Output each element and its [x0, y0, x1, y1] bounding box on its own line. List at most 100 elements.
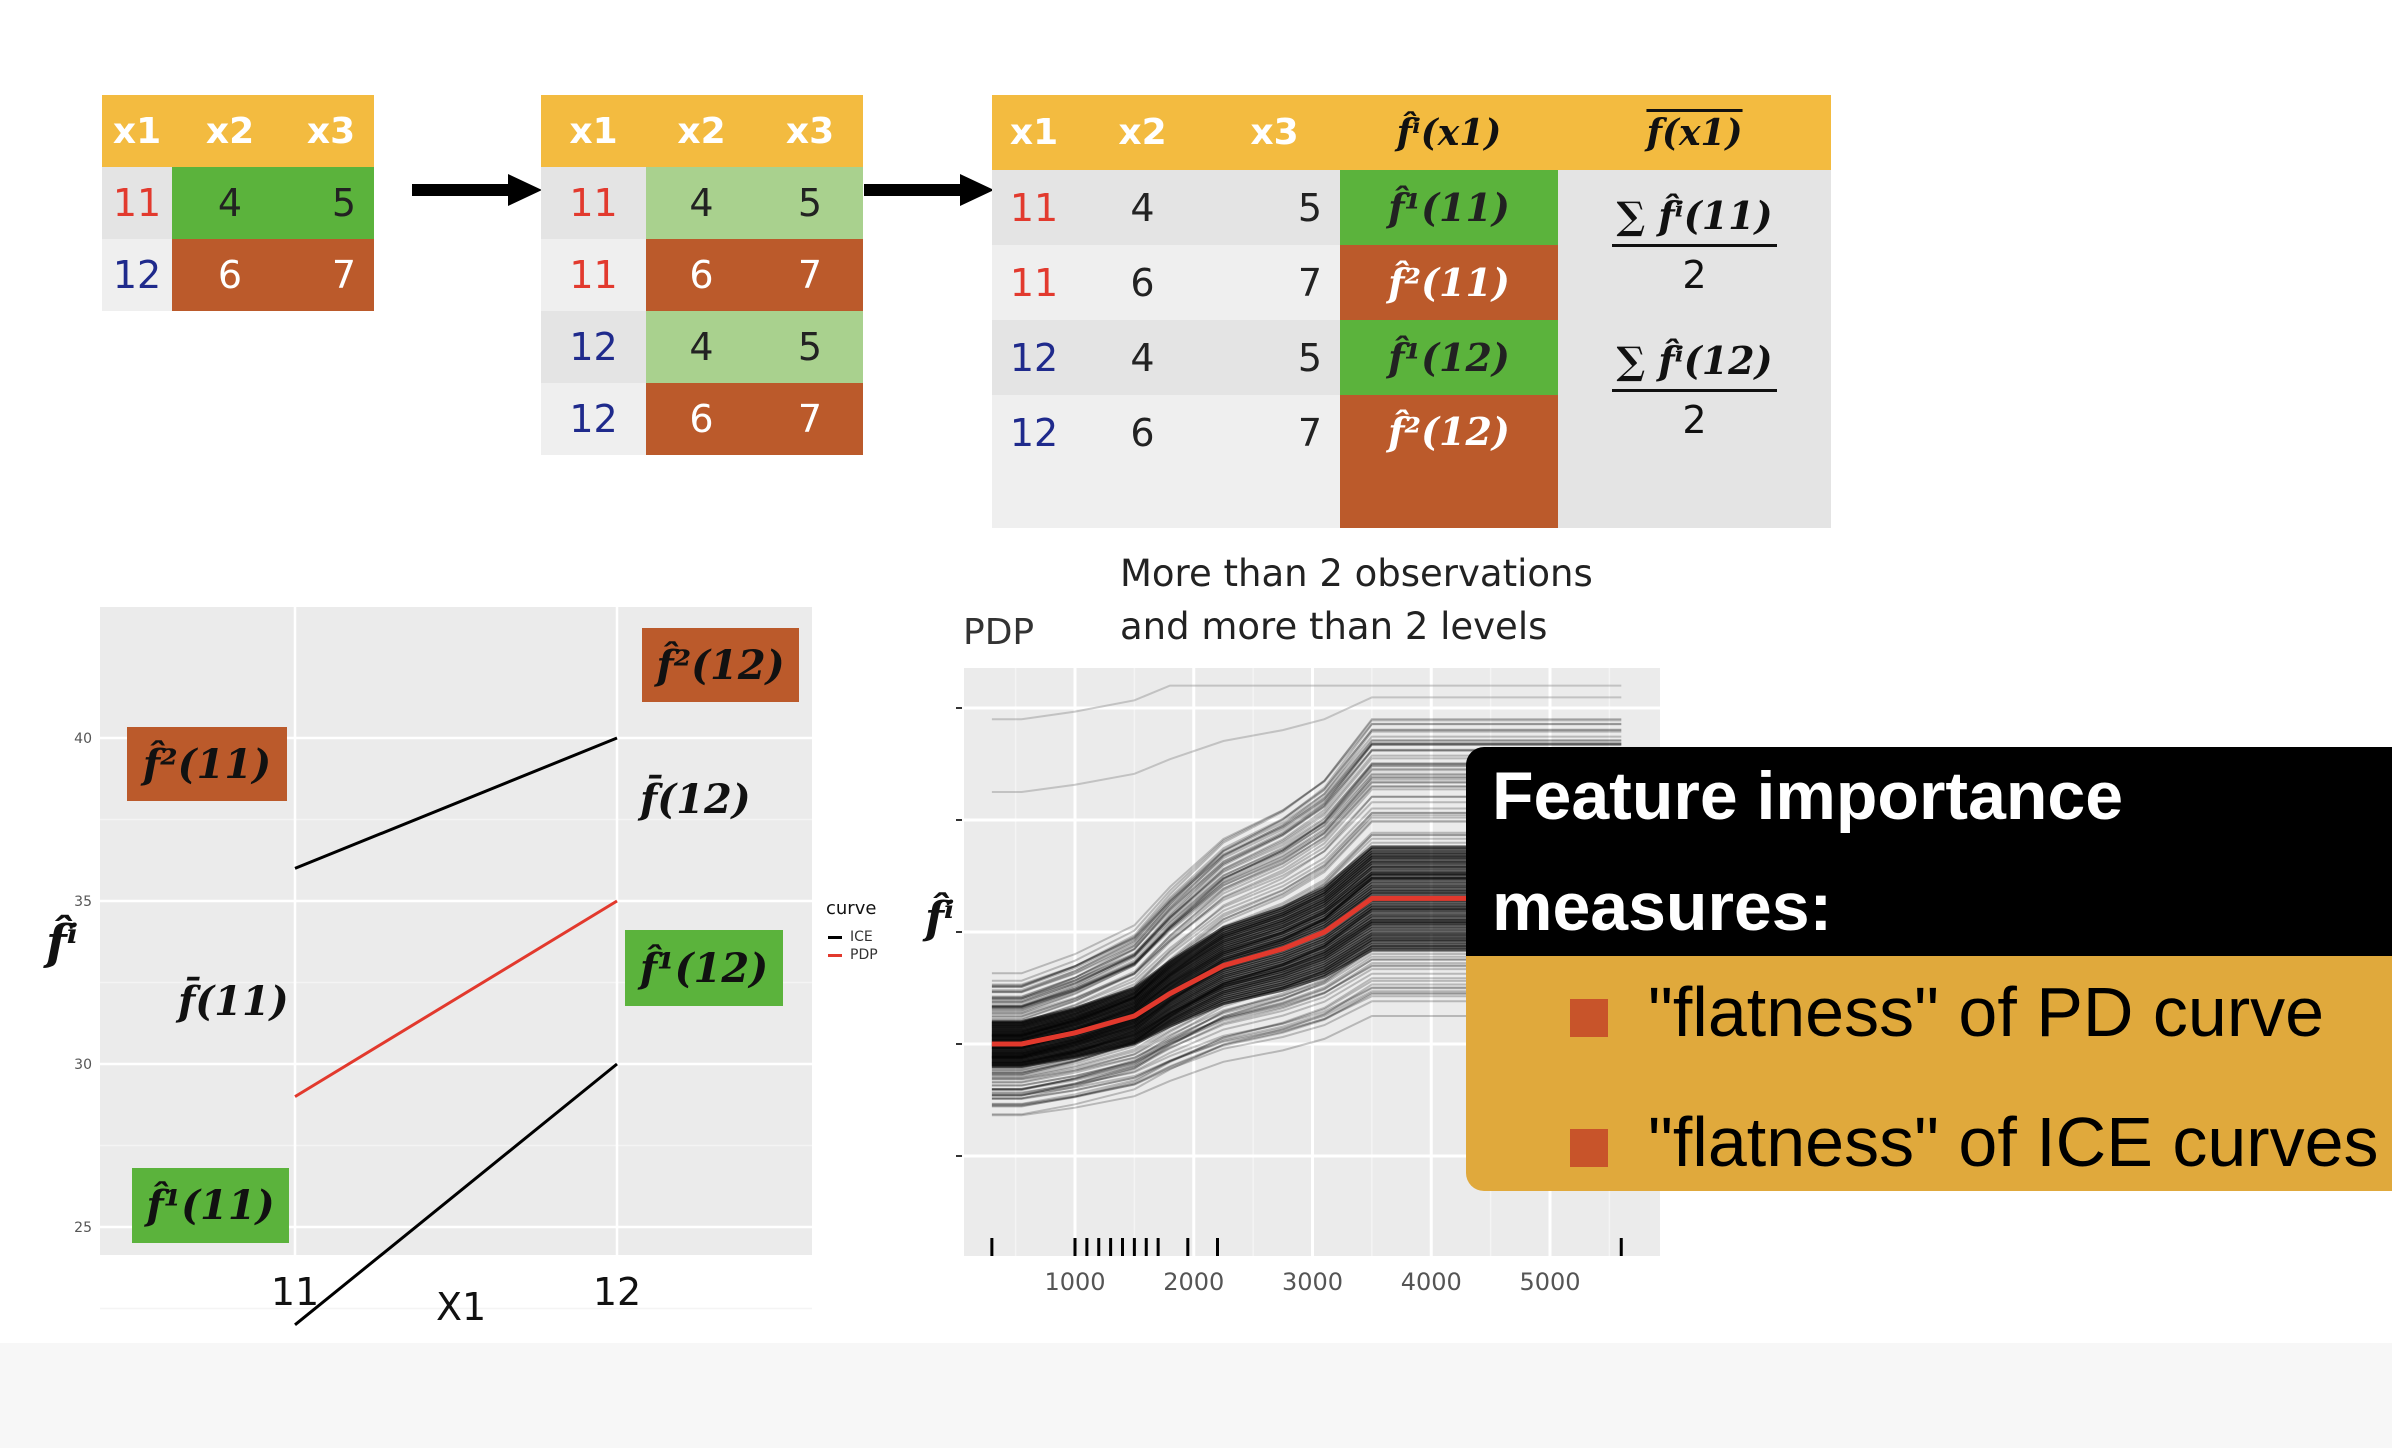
- input-table: x1 x2 x3 11 4 5 12 6 7: [102, 95, 374, 311]
- ice-curve: [991, 684, 1622, 721]
- ice-line: [294, 1062, 618, 1326]
- cell: 6: [1076, 245, 1209, 320]
- ice-curve: [991, 742, 1622, 993]
- ice-curve: [991, 735, 1622, 987]
- cell: 5: [1209, 170, 1340, 245]
- bullet-square-icon: [1570, 1129, 1608, 1167]
- x-tick-label: 12: [593, 1270, 641, 1314]
- ice-curve: [991, 749, 1622, 1008]
- ice-curve: [991, 749, 1622, 994]
- pdp-y-axis-label: f̂ⁱ: [925, 893, 955, 944]
- header-x2: x2: [1076, 95, 1209, 170]
- header-x1: x1: [102, 95, 172, 167]
- overlay-title-line1: Feature importance: [1492, 758, 2124, 834]
- cell: 5: [757, 167, 863, 239]
- cell: 12: [992, 395, 1076, 470]
- cell: 7: [288, 239, 374, 311]
- cell: 12: [541, 383, 646, 455]
- ice-curve: [991, 718, 1622, 988]
- legend-title: curve: [826, 898, 877, 919]
- cell: 4: [646, 167, 757, 239]
- average-denominator: 2: [1682, 253, 1707, 297]
- table-padding: [992, 470, 1340, 528]
- x-tick-label: 5000: [1519, 1268, 1580, 1296]
- overlay-bullet-2: "flatness" of ICE curves: [1648, 1103, 2379, 1181]
- header-x1: x1: [992, 95, 1076, 170]
- cell: 11: [102, 167, 172, 239]
- pdp-annotation-line1: More than 2 observations: [1120, 552, 1593, 595]
- legend-item-ice: ICE: [828, 929, 873, 945]
- cell: 4: [1076, 320, 1209, 395]
- average-cell: ∑ f̂ⁱ(12) 2: [1558, 320, 1831, 528]
- cell: 7: [1209, 245, 1340, 320]
- legend-item-pdp: PDP: [828, 947, 878, 963]
- ice-curve: [991, 743, 1622, 1008]
- x-tick-label: 1000: [1044, 1268, 1105, 1296]
- bullet-square-icon: [1570, 999, 1608, 1037]
- ice-curve: [991, 696, 1622, 793]
- cell: 4: [646, 311, 757, 383]
- ice-curve: [991, 743, 1622, 986]
- y-tick-label: 35: [74, 894, 92, 910]
- pdp-line: [294, 899, 618, 1098]
- overlay-bullet-1: "flatness" of PD curve: [1648, 973, 2325, 1051]
- pdp-title: PDP: [963, 612, 1035, 653]
- overlay-title-panel: [1466, 747, 2392, 960]
- y-tick-label: 30: [74, 1057, 92, 1073]
- cell: 12: [541, 311, 646, 383]
- ice-curve: [991, 723, 1622, 1000]
- ice-label-fbar-12: f̄(12): [640, 776, 751, 823]
- x-tick-label: 11: [271, 1270, 319, 1314]
- header-ice-prediction: f̂ⁱ(x1): [1340, 95, 1558, 170]
- x-tick-label: 2000: [1163, 1268, 1224, 1296]
- legend-swatch-ice: [828, 935, 842, 939]
- cell: 6: [172, 239, 288, 311]
- average-numerator: ∑ f̂ⁱ(12): [1612, 338, 1777, 392]
- ice-curve: [991, 722, 1622, 975]
- ice-label-f1-12: f̂¹(12): [625, 930, 783, 1006]
- cell: 4: [1076, 170, 1209, 245]
- header-x2: x2: [646, 95, 757, 167]
- ice-y-axis-label: f̂ⁱ: [46, 915, 79, 971]
- legend-label-pdp: PDP: [850, 947, 878, 963]
- cell: 6: [1076, 395, 1209, 470]
- ice-label-f2-12: f̂²(12): [642, 628, 799, 702]
- cell: 11: [541, 167, 646, 239]
- header-x1: x1: [541, 95, 646, 167]
- header-average-prediction: f(x1): [1558, 95, 1831, 170]
- cell: 5: [1209, 320, 1340, 395]
- ice-curve: [991, 729, 1622, 988]
- ice-curve: [991, 743, 1622, 999]
- ice-label-f2-11: f̂²(11): [127, 727, 287, 801]
- prediction-cell: f̂¹(12): [1340, 320, 1558, 395]
- cell: 7: [757, 383, 863, 455]
- ice-label-f1-11: f̂¹(11): [132, 1168, 289, 1243]
- cell: 11: [992, 170, 1076, 245]
- ice-curve: [991, 719, 1622, 982]
- pdp-annotation-line2: and more than 2 levels: [1120, 605, 1548, 648]
- cell: 5: [288, 167, 374, 239]
- cell: 7: [757, 239, 863, 311]
- ice-curve: [991, 740, 1622, 992]
- prediction-cell: f̂²(12): [1340, 395, 1558, 528]
- footer-bar: [0, 1343, 2392, 1448]
- cell: 11: [541, 239, 646, 311]
- legend-swatch-pdp: [828, 953, 842, 957]
- ice-label-fbar-11: f̄(11): [178, 978, 289, 1025]
- average-numerator: ∑ f̂ⁱ(11): [1612, 193, 1777, 247]
- legend-label-ice: ICE: [850, 929, 873, 945]
- ice-curve: [991, 742, 1622, 1006]
- overlay-bullet-panel: [1466, 956, 2392, 1191]
- average-cell: ∑ f̂ⁱ(11) 2: [1558, 170, 1831, 320]
- expanded-table: x1 x2 x3 11 4 5 11 6 7 12 4 5 12 6 7: [541, 95, 863, 455]
- cell: 7: [1209, 395, 1340, 470]
- y-tick-label: 40: [74, 731, 92, 747]
- average-denominator: 2: [1682, 398, 1707, 442]
- ice-curve: [991, 730, 1622, 1003]
- ice-x-axis-label: X1: [436, 1285, 487, 1329]
- cell: 5: [757, 311, 863, 383]
- cell: 6: [646, 383, 757, 455]
- x-tick-label: 3000: [1282, 1268, 1343, 1296]
- header-x3: x3: [288, 95, 374, 167]
- header-x3: x3: [757, 95, 863, 167]
